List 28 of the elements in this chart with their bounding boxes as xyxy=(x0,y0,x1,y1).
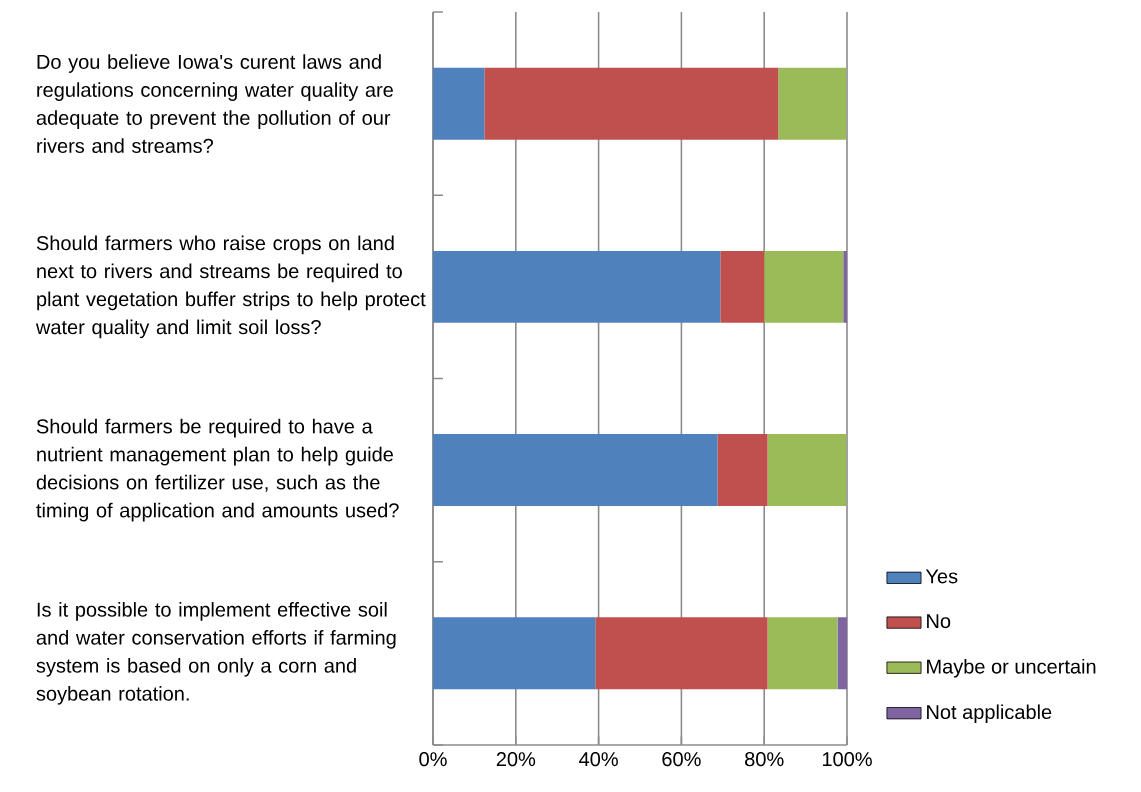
bar xyxy=(767,617,838,690)
x-tick-label: 100% xyxy=(822,752,872,767)
bar xyxy=(433,250,721,323)
bar xyxy=(595,617,768,690)
bar xyxy=(767,434,847,507)
legend-label: No xyxy=(927,614,951,629)
x-tick-label: 80% xyxy=(745,752,784,767)
bar xyxy=(778,67,847,140)
bar xyxy=(433,617,596,690)
x-tick-label: 0% xyxy=(419,752,447,767)
y-tick-label: Should farmers be required to have a nutrient management plan to help guide decisions on fertilizer use, such as the timing of application and amounts used? xyxy=(36,418,399,522)
x-tick-label: 40% xyxy=(579,752,618,767)
bar xyxy=(720,250,765,323)
x-tick-label: 20% xyxy=(496,752,536,767)
x-tick-label: 60% xyxy=(662,752,701,767)
legend-label: Maybe or uncertain xyxy=(927,658,1096,678)
bar xyxy=(717,434,768,507)
y-tick-label: Should farmers who raise crops on land next to rivers and streams be required to plant vegetation buffer strips to help protect water quality and limit soil loss? xyxy=(35,235,426,339)
bar xyxy=(764,250,844,323)
bar xyxy=(843,250,847,323)
bar xyxy=(837,617,847,690)
y-tick-label: Do you believe Iowa's curent laws and regulations concerning water quality are adequate to prevent the pollution of our rivers and streams? xyxy=(36,54,393,153)
bar xyxy=(433,67,485,140)
bar xyxy=(484,67,779,140)
bar xyxy=(433,434,718,507)
legend-label: Yes xyxy=(925,569,958,584)
y-tick-label: Is it possible to implement effective soil and water conservation efforts if farming system is based on only a corn and soybean rotation. xyxy=(36,602,396,705)
legend-label: Not applicable xyxy=(927,704,1052,724)
